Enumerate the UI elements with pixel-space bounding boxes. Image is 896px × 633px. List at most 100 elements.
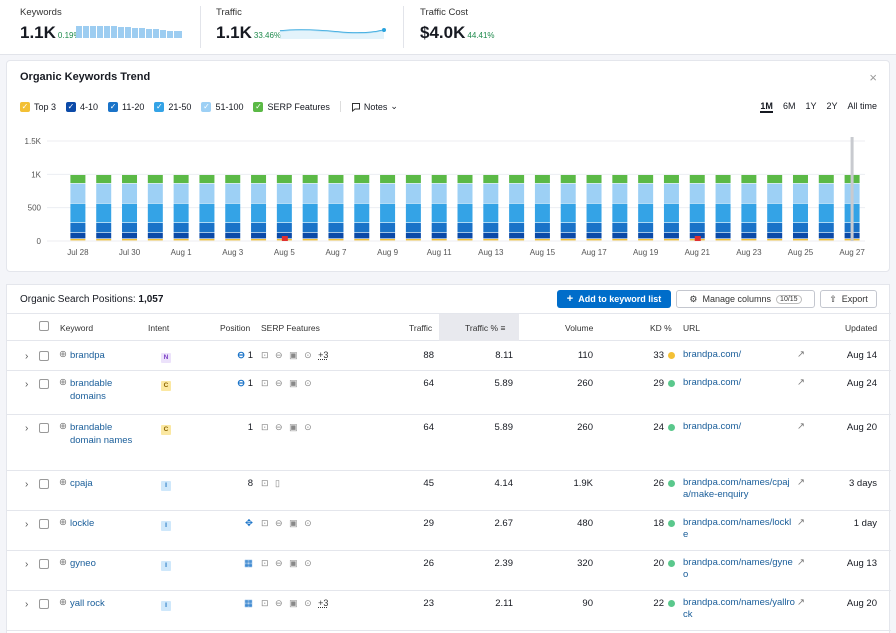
th-keyword[interactable]: Keyword	[60, 323, 94, 333]
legend-item[interactable]: ✓ 51-100	[201, 101, 243, 112]
bar-segment[interactable]	[199, 223, 215, 233]
table-row[interactable]: › ⊕ brandable domain names C 1 ⊡ ⊖ ▣ ⊙ 64 5.89…	[7, 415, 891, 471]
bar-segment[interactable]	[328, 233, 344, 239]
bar-segment[interactable]	[715, 233, 731, 239]
bar-segment[interactable]	[328, 239, 344, 241]
bar-segment[interactable]	[354, 223, 370, 233]
keyword-link[interactable]: gyneo	[69, 558, 96, 569]
bar-segment[interactable]	[251, 203, 267, 223]
th-traffic-pct[interactable]: Traffic % ≡	[465, 323, 505, 333]
bar-segment[interactable]	[818, 183, 834, 204]
bar-segment[interactable]	[560, 203, 576, 223]
row-checkbox[interactable]	[39, 559, 49, 572]
bar-segment[interactable]	[302, 239, 318, 241]
add-keyword-icon[interactable]: ⊕	[59, 597, 67, 608]
bar-segment[interactable]	[328, 203, 344, 223]
bar-segment[interactable]	[173, 175, 189, 184]
legend-item[interactable]: ✓ SERP Features	[253, 101, 330, 112]
keyword-link[interactable]: brandpa	[69, 350, 105, 361]
bar-segment[interactable]	[122, 203, 138, 223]
manage-columns-button[interactable]: ⚙ Manage columns 10/15	[676, 290, 815, 308]
note-flag-icon[interactable]	[694, 236, 701, 241]
bar-segment[interactable]	[122, 183, 138, 204]
bar-segment[interactable]	[147, 203, 163, 223]
bar-segment[interactable]	[173, 223, 189, 233]
bar-segment[interactable]	[122, 233, 138, 239]
url-link[interactable]: brandpa.com/	[683, 421, 742, 432]
bar-segment[interactable]	[792, 223, 808, 233]
bar-segment[interactable]	[405, 183, 421, 204]
bar-segment[interactable]	[96, 223, 112, 233]
bar-segment[interactable]	[276, 203, 292, 223]
bar-segment[interactable]	[483, 203, 499, 223]
keyword-link[interactable]: lockle	[69, 518, 95, 529]
bar-segment[interactable]	[483, 175, 499, 184]
bar-segment[interactable]	[276, 175, 292, 184]
bar-segment[interactable]	[70, 223, 86, 233]
bar-segment[interactable]	[70, 239, 86, 241]
bar-segment[interactable]	[70, 175, 86, 184]
serp-features-icons[interactable]: ⊡ ⊖ ▣ ⊙	[261, 422, 314, 432]
th-serp-features[interactable]: SERP Features	[261, 323, 320, 333]
bar-segment[interactable]	[689, 233, 705, 239]
external-link-icon[interactable]: ↗	[797, 477, 805, 488]
bar-segment[interactable]	[689, 203, 705, 223]
bar-segment[interactable]	[534, 239, 550, 241]
bar-segment[interactable]	[225, 183, 241, 204]
th-updated[interactable]: Updated	[845, 323, 878, 333]
bar-segment[interactable]	[715, 183, 731, 204]
volume-value[interactable]: 1.9K	[573, 478, 593, 489]
volume-value[interactable]: 480	[577, 518, 593, 529]
bar-segment[interactable]	[663, 239, 679, 241]
bar-segment[interactable]	[689, 175, 705, 184]
bar-segment[interactable]	[612, 233, 628, 239]
url-link[interactable]: brandpa.com/names/lockle	[683, 517, 792, 540]
bar-segment[interactable]	[431, 203, 447, 223]
bar-segment[interactable]	[586, 223, 602, 233]
bar-segment[interactable]	[173, 239, 189, 241]
keywords-metric[interactable]: Keywords 1.1K 0.19%	[20, 7, 182, 43]
bar-segment[interactable]	[405, 175, 421, 184]
bar-segment[interactable]	[328, 183, 344, 204]
expand-chevron-icon[interactable]: ›	[25, 519, 29, 530]
table-row[interactable]: › ⊕ yall rock I ▦ ⊡ ⊖ ▣ ⊙ +3 23 2.11 90 22 brandpa…	[7, 591, 891, 631]
bar-segment[interactable]	[251, 175, 267, 184]
row-checkbox[interactable]	[39, 519, 49, 532]
bar-segment[interactable]	[405, 223, 421, 233]
add-keyword-icon[interactable]: ⊕	[59, 477, 67, 488]
bar-segment[interactable]	[741, 183, 757, 204]
bar-segment[interactable]	[199, 233, 215, 239]
keyword-link[interactable]: brandable domains	[69, 378, 113, 402]
range-option[interactable]: 6M	[782, 101, 796, 111]
url-link[interactable]: brandpa.com/	[683, 377, 742, 388]
bar-segment[interactable]	[663, 175, 679, 184]
bar-segment[interactable]	[173, 183, 189, 204]
bar-segment[interactable]	[586, 239, 602, 241]
serp-extra-count[interactable]: +3	[318, 598, 329, 608]
bar-segment[interactable]	[431, 175, 447, 184]
expand-chevron-icon[interactable]: ›	[25, 559, 29, 570]
bar-segment[interactable]	[509, 233, 525, 239]
bar-segment[interactable]	[354, 183, 370, 204]
bar-segment[interactable]	[767, 203, 783, 223]
keyword-link[interactable]: cpaja	[69, 478, 93, 489]
bar-segment[interactable]	[612, 239, 628, 241]
bar-segment[interactable]	[457, 203, 473, 223]
external-link-icon[interactable]: ↗	[797, 517, 805, 528]
legend-item[interactable]: ✓ 11-20	[108, 101, 144, 112]
bar-segment[interactable]	[560, 233, 576, 239]
keyword-link[interactable]: brandable domain names	[69, 422, 133, 446]
serp-features-icons[interactable]: ⊡ ▯	[261, 478, 282, 488]
external-link-icon[interactable]: ↗	[797, 557, 805, 568]
bar-segment[interactable]	[638, 203, 654, 223]
serp-extra-count[interactable]: +3	[318, 350, 329, 360]
bar-segment[interactable]	[534, 223, 550, 233]
bar-segment[interactable]	[689, 223, 705, 233]
bar-segment[interactable]	[431, 183, 447, 204]
notes-dropdown[interactable]: Notes ⌄	[339, 101, 398, 112]
bar-segment[interactable]	[380, 203, 396, 223]
bar-segment[interactable]	[534, 233, 550, 239]
bar-segment[interactable]	[431, 233, 447, 239]
bar-segment[interactable]	[380, 239, 396, 241]
range-option[interactable]: All time	[847, 101, 877, 111]
